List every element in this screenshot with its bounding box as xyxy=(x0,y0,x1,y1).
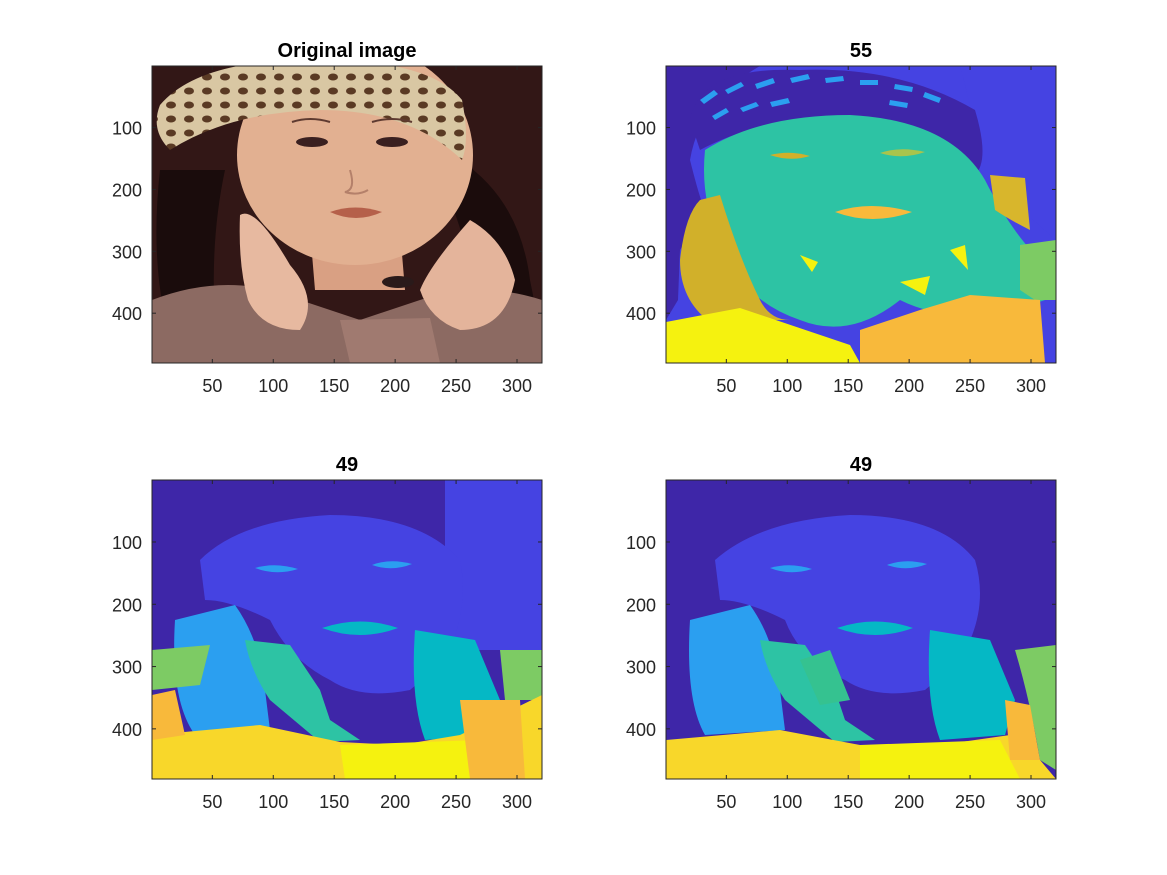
segmentation-image xyxy=(666,480,1056,779)
y-tick-label: 400 xyxy=(112,720,142,740)
y-tick-label: 300 xyxy=(626,658,656,678)
x-tick-label: 300 xyxy=(1016,376,1046,396)
x-tick-label: 100 xyxy=(258,792,288,812)
y-tick-label: 300 xyxy=(112,658,142,678)
x-tick-label: 100 xyxy=(258,376,288,396)
y-tick-label: 100 xyxy=(626,533,656,553)
x-tick-label: 200 xyxy=(894,376,924,396)
y-tick-label: 100 xyxy=(112,119,142,139)
x-tick-label: 50 xyxy=(202,376,222,396)
y-tick-label: 200 xyxy=(112,180,142,200)
chart-title: 55 xyxy=(850,40,872,62)
segmentation-image xyxy=(666,66,1056,363)
x-tick-label: 200 xyxy=(380,792,410,812)
x-tick-label: 200 xyxy=(380,376,410,396)
x-tick-label: 250 xyxy=(955,792,985,812)
chart-title: 49 xyxy=(850,454,872,476)
y-tick-label: 300 xyxy=(112,242,142,262)
x-tick-label: 150 xyxy=(319,792,349,812)
y-tick-label: 400 xyxy=(626,720,656,740)
y-tick-label: 300 xyxy=(626,242,656,262)
y-tick-label: 100 xyxy=(112,533,142,553)
x-tick-label: 250 xyxy=(441,376,471,396)
x-tick-label: 300 xyxy=(1016,792,1046,812)
axes-ticks: 50 100 150 200 250 300 100 200 300 400 xyxy=(112,480,542,812)
axes-frame xyxy=(151,479,543,780)
x-tick-label: 250 xyxy=(441,792,471,812)
x-tick-label: 100 xyxy=(772,376,802,396)
x-tick-label: 50 xyxy=(202,792,222,812)
y-tick-label: 400 xyxy=(112,304,142,324)
x-tick-label: 150 xyxy=(833,792,863,812)
axes-frame xyxy=(665,479,1057,780)
axes-frame xyxy=(665,65,1057,364)
chart-title: Original image xyxy=(278,40,417,62)
segmentation-image xyxy=(152,480,542,779)
axes-frame xyxy=(151,65,543,364)
y-tick-label: 100 xyxy=(626,119,656,139)
x-tick-label: 300 xyxy=(502,376,532,396)
x-tick-label: 200 xyxy=(894,792,924,812)
x-tick-label: 50 xyxy=(716,792,736,812)
y-tick-label: 200 xyxy=(112,595,142,615)
chart-title: 49 xyxy=(336,454,358,476)
panel-segmentation-49-left: 50 100 150 200 250 300 100 200 300 400 49 xyxy=(112,454,543,812)
axes-ticks: 50 100 150 200 250 300 100 200 300 400 xyxy=(626,66,1056,396)
axes-ticks: 50 100 150 200 250 300 100 200 300 400 xyxy=(626,480,1056,812)
x-tick-label: 150 xyxy=(319,376,349,396)
x-tick-label: 300 xyxy=(502,792,532,812)
y-tick-label: 400 xyxy=(626,304,656,324)
x-tick-label: 50 xyxy=(716,376,736,396)
x-tick-label: 100 xyxy=(772,792,802,812)
original-photo xyxy=(152,66,542,363)
y-tick-label: 200 xyxy=(626,180,656,200)
x-tick-label: 150 xyxy=(833,376,863,396)
x-tick-label: 250 xyxy=(955,376,985,396)
panel-segmentation-55: 50 100 150 200 250 300 100 200 300 400 55 xyxy=(626,40,1057,396)
axes-ticks: 50 100 150 200 250 300 100 200 300 400 xyxy=(112,66,542,396)
panel-segmentation-49-right: 50 100 150 200 250 300 100 200 300 400 49 xyxy=(626,454,1057,812)
panel-original-image: 50 100 150 200 250 300 100 200 300 400 Original i… xyxy=(112,40,543,396)
y-tick-label: 200 xyxy=(626,595,656,615)
